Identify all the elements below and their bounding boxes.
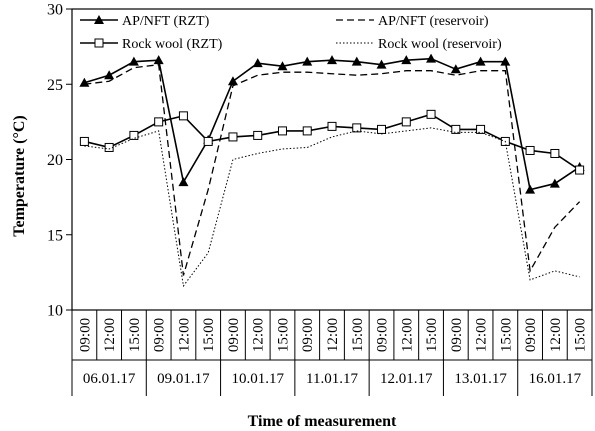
series-line [84, 127, 580, 288]
x-tick-label-date: 11.01.17 [306, 371, 358, 387]
x-axis: 09:00 12:00 15:00 09:00 12:00 15:00 09:00 12:00… [71, 310, 593, 396]
x-tick-label-time: 12:00 [548, 318, 564, 352]
legend-marker-triangle [94, 15, 104, 24]
legend-item: AP/NFT (RZT) [80, 14, 210, 29]
x-tick-label-time: 09:00 [152, 318, 168, 352]
data-point-square [129, 130, 139, 140]
x-tick-label-time: 12:00 [474, 318, 490, 352]
data-point-square [277, 126, 287, 136]
legend-marker-square [94, 38, 104, 48]
y-tick-label: 15 [47, 227, 63, 244]
x-tick-label-time: 12:00 [102, 318, 118, 352]
y-axis: 10 15 20 25 30 [47, 2, 72, 320]
y-tick-label: 20 [47, 152, 63, 169]
x-tick-label-time: 15:00 [498, 318, 514, 352]
data-point-square [228, 132, 238, 142]
data-point-triangle [327, 55, 337, 65]
data-point-square [401, 117, 411, 127]
data-point-triangle [153, 55, 164, 65]
data-point-square [352, 123, 362, 133]
series-rock-wool-reservoir [84, 127, 580, 288]
x-tick-label-time: 09:00 [449, 318, 465, 352]
y-tick-label: 25 [47, 77, 63, 94]
legend-label: Rock wool (reservoir) [378, 37, 502, 52]
data-point-triangle [252, 58, 263, 68]
y-tick-label: 10 [47, 303, 63, 320]
data-point-square [476, 124, 486, 134]
x-tick-label-time: 09:00 [523, 318, 539, 352]
x-tick-label-date: 10.01.17 [231, 371, 284, 387]
data-point-triangle [178, 177, 189, 187]
x-tick-label-time: 15:00 [573, 318, 589, 352]
series-line [84, 63, 581, 276]
data-point-triangle [128, 56, 139, 66]
x-tick-label-time: 15:00 [275, 318, 291, 352]
series-rock-wool-rzt [79, 109, 585, 175]
x-tick-label-date: 16.01.17 [529, 371, 582, 387]
x-tick-label-date: 13.01.17 [454, 371, 507, 387]
data-point-square [154, 117, 164, 127]
data-point-square [302, 126, 312, 136]
data-point-triangle [302, 56, 313, 66]
legend: AP/NFT (RZT) AP/NFT (reservoir) Rock wool … [80, 14, 502, 52]
data-point-triangle [227, 76, 238, 86]
x-tick-label-time: 15:00 [201, 318, 217, 352]
legend-label: AP/NFT (RZT) [122, 14, 210, 29]
x-tick-label-time: 15:00 [127, 318, 143, 352]
x-tick-label-time: 12:00 [399, 318, 415, 352]
data-point-square [525, 145, 535, 155]
plot-area [71, 8, 593, 311]
plot-border [71, 8, 593, 311]
x-tick-label-time: 09:00 [226, 318, 242, 352]
x-tick-label-time: 09:00 [300, 318, 316, 352]
data-point-square [79, 136, 89, 146]
x-tick-label-time: 09:00 [375, 318, 391, 352]
x-tick-label-date: 09.01.17 [157, 371, 210, 387]
data-point-square [327, 121, 337, 131]
x-tick-label-time: 12:00 [176, 318, 192, 352]
data-point-triangle [450, 64, 461, 74]
data-point-square [178, 111, 188, 121]
data-point-triangle [500, 56, 511, 66]
data-point-square [253, 130, 263, 140]
x-tick-label-time: 15:00 [424, 318, 440, 352]
data-point-square [550, 148, 560, 158]
x-tick-label-time: 09:00 [77, 318, 93, 352]
y-tick-label: 30 [47, 2, 63, 19]
legend-item: AP/NFT (reservoir) [336, 14, 489, 29]
data-point-square [451, 124, 461, 134]
data-point-square [203, 136, 213, 146]
data-point-square [426, 109, 436, 119]
x-tick-label-time: 15:00 [350, 318, 366, 352]
data-point-triangle [549, 178, 560, 188]
legend-item: Rock wool (reservoir) [336, 37, 502, 52]
legend-item: Rock wool (RZT) [80, 37, 223, 52]
series-layer [79, 53, 585, 288]
data-point-triangle [104, 70, 115, 80]
y-axis-title: Temperature (°C) [11, 115, 28, 236]
data-point-triangle [426, 53, 437, 63]
x-tick-label-date: 12.01.17 [380, 371, 433, 387]
series-ap-nft-reservoir [84, 63, 581, 276]
data-point-triangle [277, 61, 288, 71]
x-axis-title: Time of measurement [248, 413, 397, 430]
data-point-triangle [401, 55, 412, 65]
x-tick-label-date: 06.01.17 [83, 371, 136, 387]
data-point-square [377, 124, 387, 134]
legend-label: AP/NFT (reservoir) [378, 14, 489, 29]
x-tick-label-time: 12:00 [325, 318, 341, 352]
legend-label: Rock wool (RZT) [122, 37, 223, 52]
data-point-triangle [376, 59, 387, 69]
x-tick-label-time: 12:00 [251, 318, 267, 352]
data-point-square [575, 165, 585, 175]
data-point-triangle [475, 56, 486, 66]
data-point-triangle [525, 184, 536, 194]
data-point-triangle [351, 56, 362, 66]
